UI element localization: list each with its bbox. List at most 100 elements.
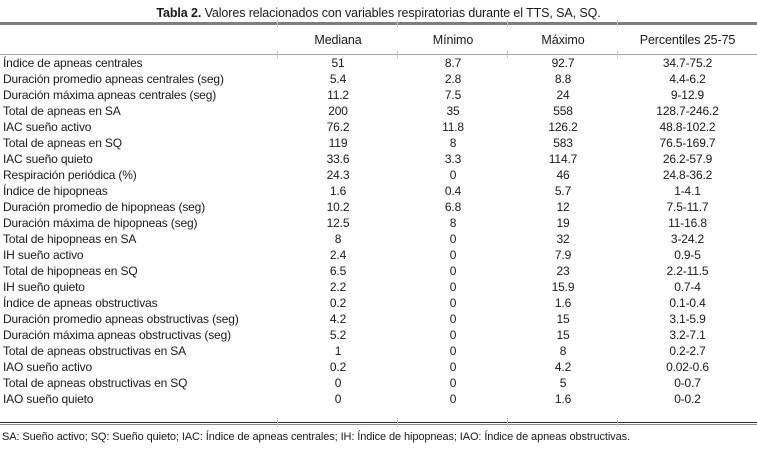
cell-maximo: 92.7 — [551, 56, 575, 70]
table-row: IH sueño quieto 2.2 0 15.9 0.7-4 — [0, 279, 757, 295]
column-boundary-tick — [397, 418, 398, 427]
cell-maximo: 46 — [556, 168, 570, 182]
table-body: Índice de apneas centrales 51 8.7 92.7 34.7-… — [0, 55, 757, 408]
cell-mediana: 10.2 — [326, 200, 350, 214]
table-row: Total de apneas obstructivas en SA 1 0 8 0.2… — [0, 343, 757, 359]
cell-percentiles: 34.7-75.2 — [662, 56, 713, 70]
row-label: Duración promedio apneas centrales (seg) — [3, 72, 224, 86]
column-boundary-tick — [507, 20, 508, 27]
table-row: IAC sueño quieto 33.6 3.3 114.7 26.2-57.9 — [0, 151, 757, 167]
column-boundary-tick — [397, 20, 398, 27]
cell-maximo: 8.8 — [554, 72, 572, 86]
row-label: IAC sueño quieto — [3, 152, 93, 166]
cell-percentiles: 0.2-2.7 — [669, 344, 706, 358]
row-label: Total de apneas en SA — [3, 104, 121, 118]
cell-percentiles: 3.1-5.9 — [669, 312, 706, 326]
row-label: Respiración periódica (%) — [3, 168, 137, 182]
cell-maximo: 114.7 — [548, 152, 578, 166]
row-label: IAO sueño activo — [3, 360, 92, 374]
cell-mediana: 200 — [328, 104, 348, 118]
cell-minimo: 0 — [449, 328, 457, 342]
table-row: Índice de hipopneas 1.6 0.4 5.7 1-4.1 — [0, 183, 757, 199]
cell-maximo: 32 — [556, 232, 570, 246]
cell-percentiles: 3-24.2 — [670, 232, 705, 246]
column-boundary-tick — [617, 418, 618, 427]
header-row: Mediana Mínimo Máximo Percentiles 25-75 — [0, 25, 757, 55]
cell-minimo: 6.8 — [444, 200, 462, 214]
table-row: Duración máxima apneas centrales (seg) 11… — [0, 87, 757, 103]
cell-mediana: 2.4 — [329, 248, 347, 262]
cell-minimo: 35 — [446, 104, 460, 118]
cell-percentiles: 0-0.7 — [674, 376, 701, 390]
cell-mediana: 76.2 — [326, 120, 350, 134]
table-row: Duración máxima de hipopneas (seg) 12.5 8 1… — [0, 215, 757, 231]
table-row: Total de apneas en SA 200 35 558 128.7-246.2 — [0, 103, 757, 119]
column-boundary-tick — [507, 418, 508, 427]
table-row: Total de hipopneas en SA 8 0 32 3-24.2 — [0, 231, 757, 247]
cell-mediana: 6.5 — [329, 264, 347, 278]
row-label: Total de hipopneas en SA — [3, 232, 137, 246]
table-footnote: SA: Sueño activo; SQ: Sueño quieto; IAC:… — [2, 431, 630, 443]
cell-minimo: 0 — [449, 264, 457, 278]
column-boundary-tick — [277, 418, 278, 427]
table-row: Duración promedio apneas obstructivas (s… — [0, 311, 757, 327]
cell-mediana: 11.2 — [327, 88, 349, 102]
cell-minimo: 11.8 — [442, 120, 464, 134]
row-label: IH sueño activo — [3, 248, 84, 262]
cell-percentiles: 0.7-4 — [674, 280, 701, 294]
table-title-text: Valores relacionados con variables respi… — [201, 6, 601, 20]
cell-percentiles: 128.7-246.2 — [656, 104, 719, 118]
cell-minimo: 0 — [449, 312, 457, 326]
row-label: Total de apneas en SQ — [3, 136, 122, 150]
cell-percentiles: 48.8-102.2 — [659, 120, 716, 134]
cell-percentiles: 0.9-5 — [674, 248, 701, 262]
cell-minimo: 0 — [449, 280, 457, 294]
table-container: Mediana Mínimo Máximo Percentiles 25-75 … — [0, 20, 757, 427]
cell-percentiles: 4.4-6.2 — [669, 72, 706, 86]
table-row: Total de apneas en SQ 119 8 583 76.5-169.7 — [0, 135, 757, 151]
cell-percentiles: 11-16.8 — [668, 216, 707, 230]
row-label: Duración máxima de hipopneas (seg) — [3, 216, 198, 230]
cell-maximo: 15 — [556, 312, 570, 326]
cell-percentiles: 9-12.9 — [670, 88, 705, 102]
row-label: Índice de apneas obstructivas — [3, 296, 158, 310]
row-label: IAC sueño activo — [3, 120, 92, 134]
cell-minimo: 8.7 — [444, 56, 462, 70]
cell-minimo: 8 — [449, 216, 457, 230]
row-label: Total de apneas obstructivas en SA — [3, 344, 187, 358]
cell-mediana: 5.2 — [329, 328, 347, 342]
cell-minimo: 0 — [449, 392, 457, 406]
bottom-rule-divider — [0, 422, 757, 425]
cell-percentiles: 3.2-7.1 — [669, 328, 706, 342]
cell-maximo: 126.2 — [548, 120, 578, 134]
header-maximo: Máximo — [508, 25, 618, 55]
cell-minimo: 0 — [449, 232, 457, 246]
table-row: Duración promedio apneas centrales (seg)… — [0, 71, 757, 87]
cell-percentiles: 0.1-0.4 — [669, 296, 706, 310]
cell-mediana: 0.2 — [329, 296, 347, 310]
cell-minimo: 0 — [449, 248, 457, 262]
cell-minimo: 0 — [449, 360, 457, 374]
cell-mediana: 4.2 — [329, 312, 347, 326]
column-boundary-tick — [277, 20, 278, 27]
cell-mediana: 5.4 — [329, 72, 347, 86]
cell-maximo: 1.6 — [554, 392, 572, 406]
cell-maximo: 19 — [556, 216, 570, 230]
cell-maximo: 5 — [559, 376, 567, 390]
cell-maximo: 5.7 — [554, 184, 572, 198]
column-boundary-tick — [277, 51, 278, 58]
table-row: Índice de apneas centrales 51 8.7 92.7 34.7-… — [0, 55, 757, 72]
cell-percentiles: 2.2-11.5 — [666, 264, 709, 278]
table-header: Mediana Mínimo Máximo Percentiles 25-75 — [0, 25, 757, 55]
cell-mediana: 8 — [334, 232, 342, 246]
table-row: Índice de apneas obstructivas 0.2 0 1.6 0.1-… — [0, 295, 757, 311]
cell-percentiles: 0.02-0.6 — [666, 360, 709, 374]
cell-percentiles: 26.2-57.9 — [662, 152, 713, 166]
cell-maximo: 15.9 — [551, 280, 575, 294]
column-boundary-tick — [617, 51, 618, 58]
cell-minimo: 0 — [449, 344, 457, 358]
table-row: Duración promedio de hipopneas (seg) 10.2… — [0, 199, 757, 215]
cell-maximo: 4.2 — [554, 360, 572, 374]
cell-percentiles: 1-4.1 — [674, 184, 701, 198]
cell-minimo: 0 — [449, 168, 457, 182]
